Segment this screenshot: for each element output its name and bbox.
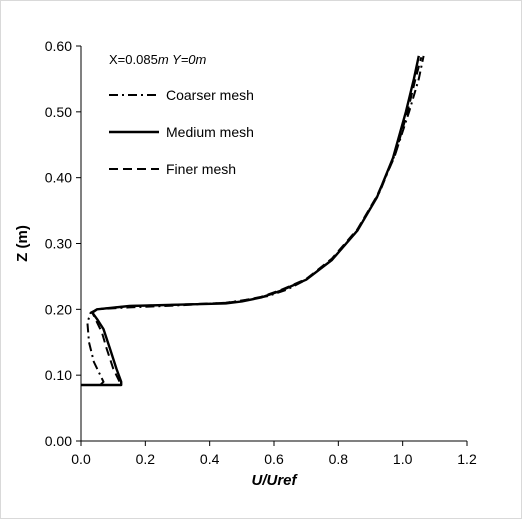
series-line-3 bbox=[81, 56, 423, 386]
y-tick-label: 0.50 bbox=[45, 104, 72, 120]
y-tick-label: 0.10 bbox=[45, 367, 72, 383]
series-layer bbox=[81, 55, 425, 387]
x-tick-label: 1.0 bbox=[393, 451, 413, 467]
series-line-1 bbox=[81, 55, 425, 386]
legend-label-3: Finer mesh bbox=[166, 161, 236, 177]
x-tick-label: 0.8 bbox=[329, 451, 349, 467]
y-tick-label: 0.40 bbox=[45, 170, 72, 186]
x-tick-label: 0.4 bbox=[200, 451, 220, 467]
x-tick-label: 0.0 bbox=[71, 451, 91, 467]
y-tick-label: 0.00 bbox=[45, 433, 72, 449]
series-line-2 bbox=[81, 55, 420, 387]
x-tick-label: 0.2 bbox=[136, 451, 156, 467]
y-tick-label: 0.60 bbox=[45, 38, 72, 54]
x-tick-label: 1.2 bbox=[457, 451, 477, 467]
y-tick-label: 0.20 bbox=[45, 301, 72, 317]
y-axis-title: Z (m) bbox=[14, 225, 31, 262]
y-tick-label: 0.30 bbox=[45, 236, 72, 252]
legend-label-2: Medium mesh bbox=[166, 124, 254, 140]
x-axis-title: U/Uref bbox=[251, 472, 298, 489]
legend: Coarser mesh Medium mesh Finer mesh bbox=[109, 87, 254, 177]
position-annotation: X=0.085m Y=0m bbox=[109, 52, 207, 67]
legend-label-1: Coarser mesh bbox=[166, 87, 254, 103]
x-tick-label: 0.6 bbox=[264, 451, 284, 467]
axes: 0.0 0.2 0.4 0.6 0.8 1.0 1.2 0.00 0.10 0.20 0.30 0.4… bbox=[45, 38, 477, 467]
